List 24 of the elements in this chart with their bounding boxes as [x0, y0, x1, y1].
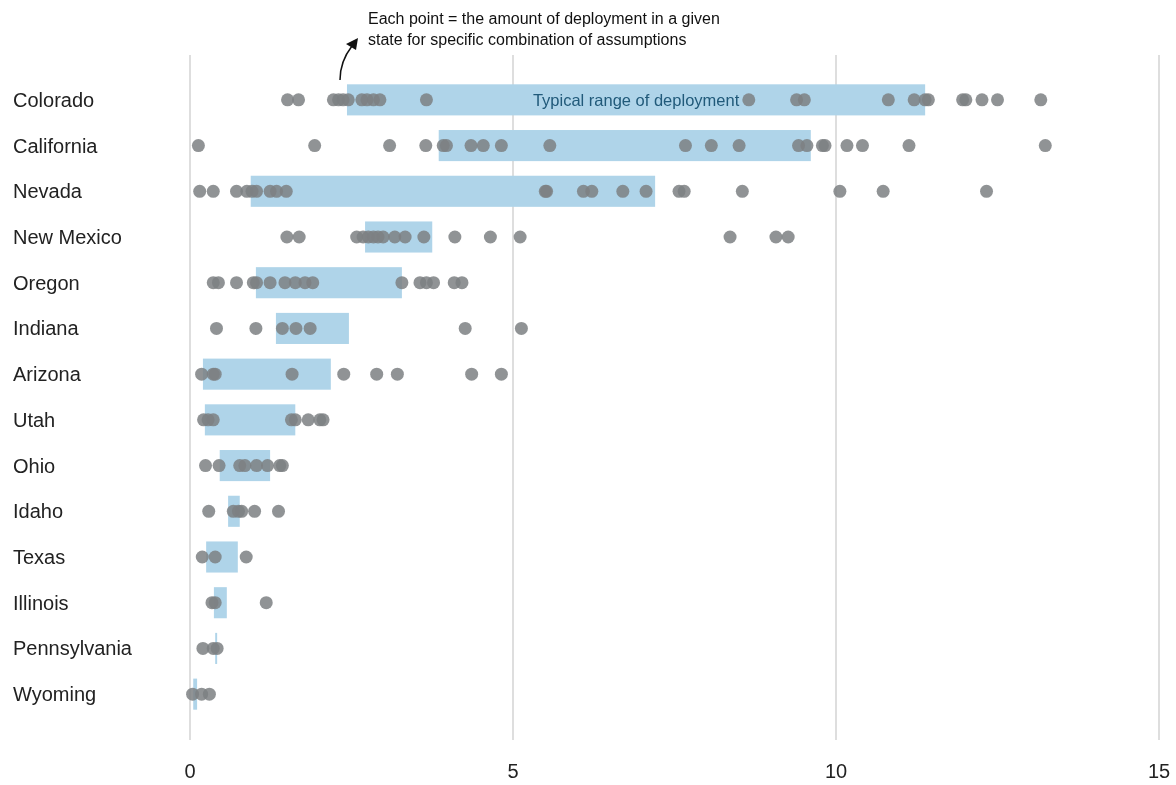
x-tick-label: 0 [184, 760, 196, 782]
bar [202, 358, 331, 390]
y-tick-label: Pennsylvania [13, 637, 133, 660]
series-label: Typical range of deployment [532, 90, 740, 109]
x-tick-label: 15 [1147, 760, 1171, 782]
y-tick-label: Utah [13, 408, 56, 431]
bar [346, 84, 926, 116]
y-tick-label: Arizona [13, 363, 82, 386]
y-tick-label: Oregon [13, 271, 80, 294]
y-tick-label: Idaho [13, 500, 64, 523]
y-tick-label: Wyoming [13, 683, 97, 706]
text: Each point = the amount of deployment in a given state for specific combination of assumptions [368, 10, 720, 48]
x-tick-label: 10 [824, 760, 848, 782]
y-tick-label: Indiana [13, 317, 80, 340]
y-tick-label: New Mexico [13, 226, 122, 248]
bar [204, 404, 296, 436]
y-tick-label: Nevada [13, 180, 83, 203]
y-tick-label: California [13, 134, 99, 157]
y-tick-label: Texas [13, 546, 66, 568]
x-tick-label: 5 [507, 760, 519, 782]
y-tick-label: Ohio [13, 454, 56, 477]
y-tick-label: Illinois [13, 591, 69, 614]
y-tick-label: Colorado [13, 88, 95, 111]
bar [250, 175, 656, 207]
